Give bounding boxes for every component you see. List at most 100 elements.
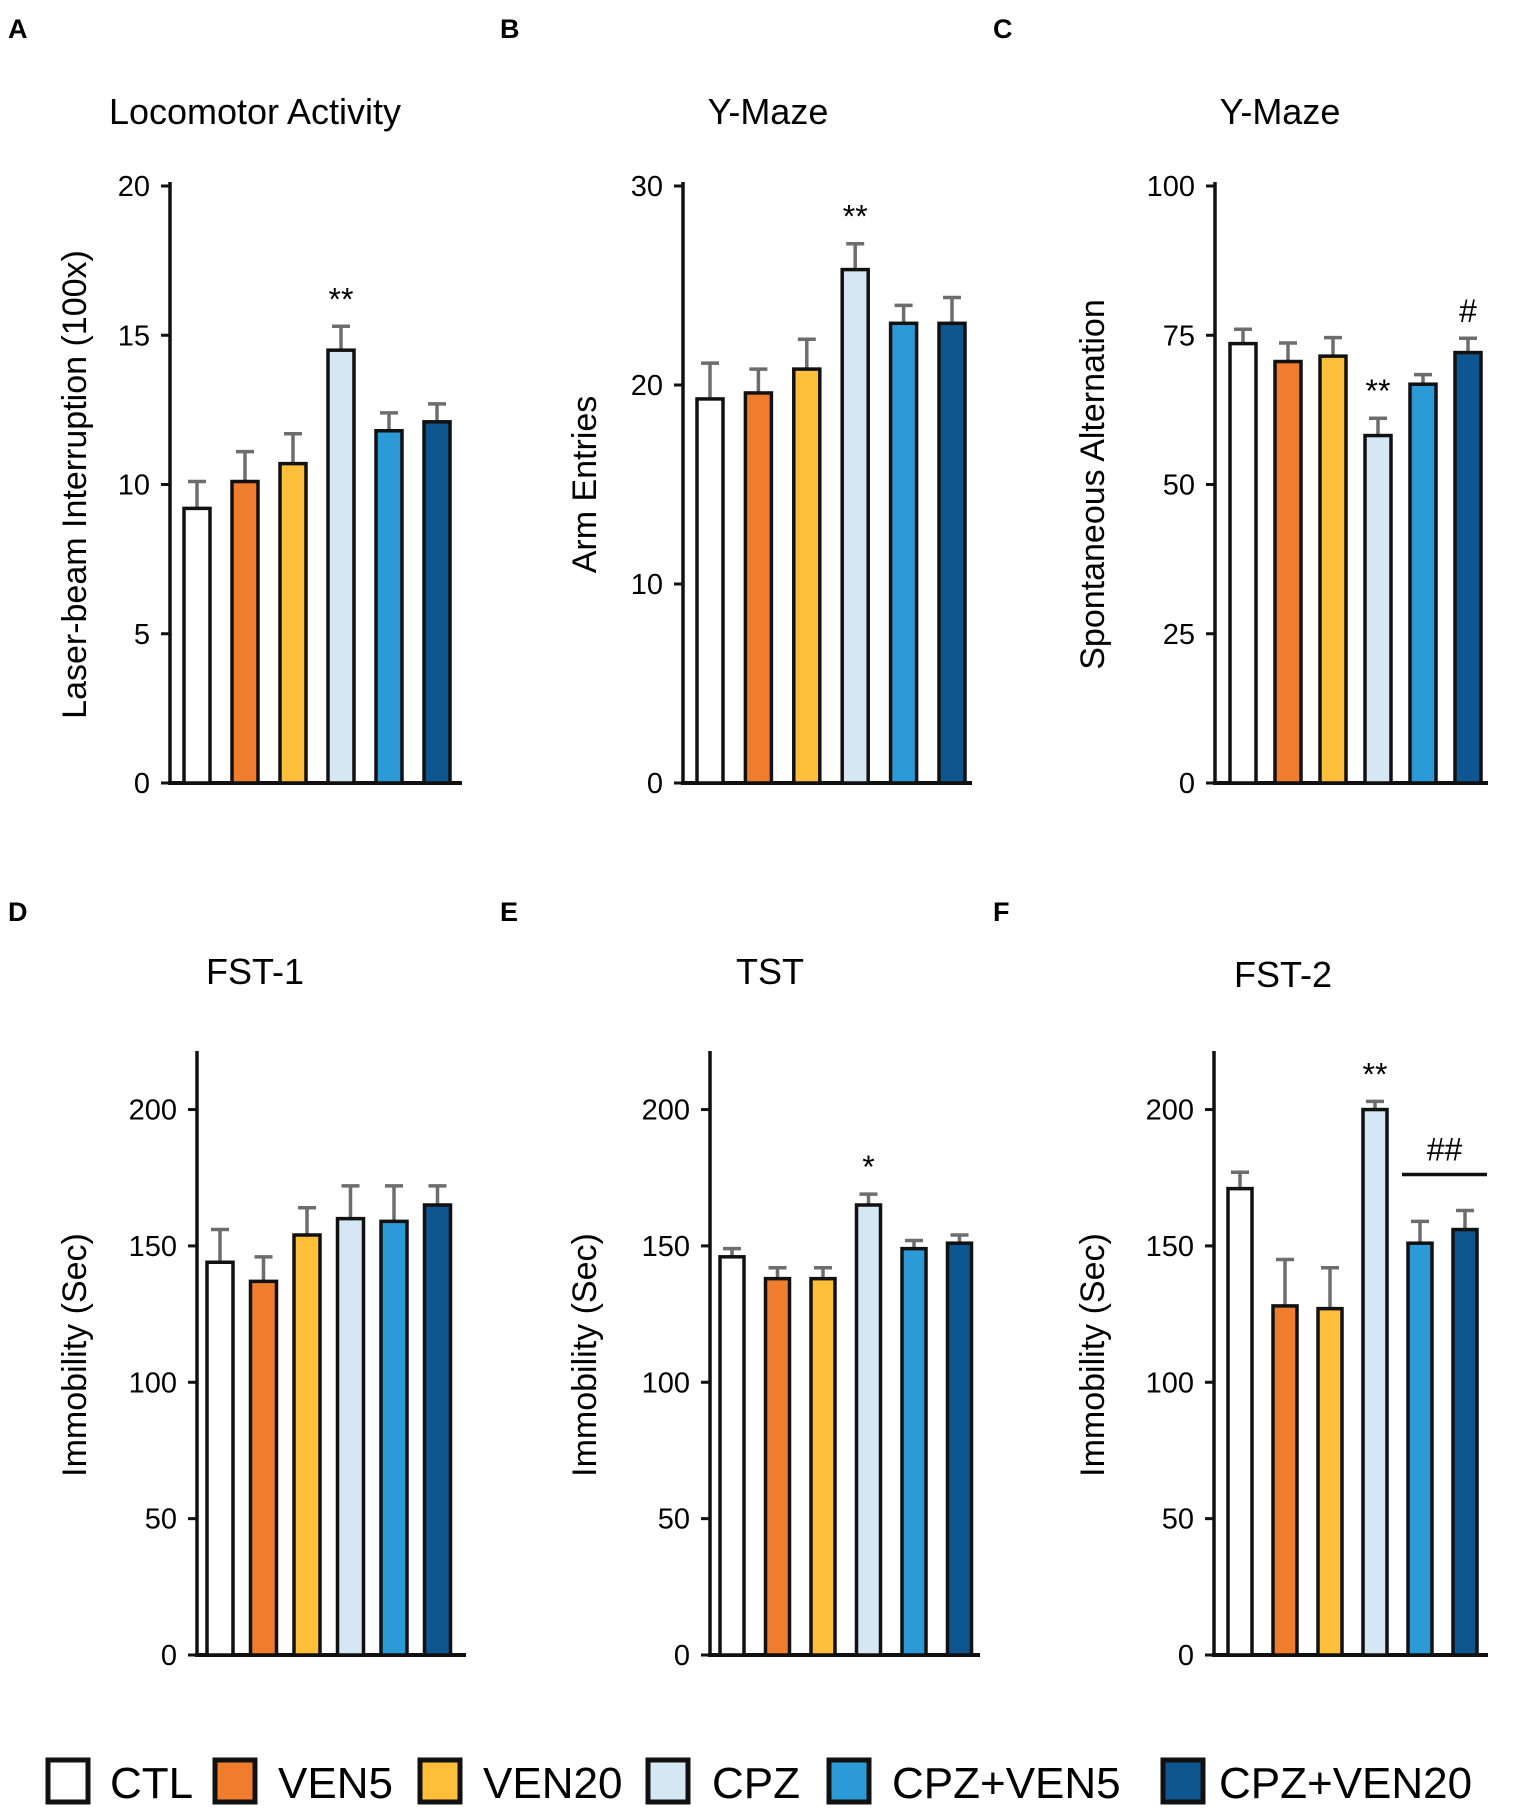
bar-cpz-ven5 [374,429,404,785]
y-tick-label: 5 [134,619,150,651]
bar-ven20 [809,1276,837,1657]
bar-cpz-ven5 [900,1246,928,1657]
bar-cpz [854,1203,883,1657]
bar-cpz [1363,433,1393,785]
legend-item-ven5: VEN5 [212,1757,393,1808]
bar-ctl [1226,1186,1254,1657]
significance-marker: ## [1427,1131,1463,1167]
significance-marker: * [862,1149,874,1185]
legend-item-cpz: CPZ [645,1757,800,1808]
significance-marker: ** [843,199,868,235]
y-tick-label: 150 [129,1231,177,1263]
panel-c: C Y-Maze Spontaneous Alternation 0 25 50 75 100… [993,14,1488,800]
bar-ven20 [1316,1306,1344,1657]
bar-ven5 [230,479,260,785]
significance-marker: # [1459,293,1477,329]
y-tick-label: 150 [642,1231,690,1263]
bar-cpz-ven5 [1406,1241,1434,1657]
y-tick-label: 100 [1147,171,1195,203]
legend-label-ven5: VEN5 [278,1759,393,1808]
chart-title: Y-Maze [1220,91,1341,132]
y-tick-label: 20 [631,370,663,402]
panel-letter: B [500,14,520,44]
y-tick-label: 0 [674,1640,690,1672]
y-tick-label: 200 [642,1095,690,1127]
y-axis-label: Arm Entries [566,396,604,574]
chart-title: FST-1 [206,951,304,992]
y-tick-label: 50 [145,1504,177,1536]
legend-item-ven20: VEN20 [417,1757,622,1808]
y-tick-label: 20 [118,171,150,203]
panel-b: B Y-Maze Arm Entries 0 10 20 30 ** [500,14,972,800]
legend-label-cpz-ven5: CPZ+VEN5 [892,1759,1121,1808]
legend: CTL VEN5 VEN20 CPZ CPZ+VEN5 CPZ+VEN20 [45,1757,1472,1808]
y-axis-label: Immobility (Sec) [566,1233,604,1477]
y-tick-label: 10 [631,569,663,601]
significance-marker: ** [1363,1056,1388,1092]
legend-swatch-cpz-ven20 [1160,1757,1206,1805]
bar-ven5 [743,391,774,785]
legend-item-cpz-ven20: CPZ+VEN20 [1160,1757,1472,1808]
bar-cpz-ven5 [888,321,919,785]
legend-swatch-cpz-ven5 [826,1757,872,1805]
y-tick-label: 200 [129,1095,177,1127]
y-axis-label: Immobility (Sec) [1074,1233,1112,1477]
bar-ctl [695,397,725,785]
bar-cpz-ven20 [422,420,452,785]
y-axis-label: Immobility (Sec) [56,1233,94,1477]
chart-title: TST [736,951,804,992]
legend-label-cpz-ven20: CPZ+VEN20 [1219,1759,1472,1808]
panel-letter: D [8,897,28,927]
panel-letter: C [993,14,1013,44]
legend-swatch-ctl [45,1757,91,1805]
legend-label-ven20: VEN20 [483,1759,622,1808]
y-tick-label: 0 [134,768,150,800]
bar-ctl [182,506,212,785]
bar-cpz [335,1216,366,1657]
y-tick-label: 200 [1146,1095,1194,1127]
bar-ven5 [1271,1304,1299,1657]
y-tick-label: 100 [129,1367,177,1399]
bar-ven20 [278,461,308,785]
y-axis-label: Spontaneous Alternation [1074,299,1112,670]
legend-label-cpz: CPZ [712,1759,800,1808]
bar-cpz-ven20 [1453,350,1483,785]
y-tick-label: 75 [1163,320,1195,352]
bar-ven5 [1273,359,1303,785]
y-tick-label: 25 [1163,619,1195,651]
bar-ven5 [763,1276,792,1657]
bar-cpz-ven5 [379,1219,409,1657]
legend-swatch-ven20 [417,1757,463,1805]
y-tick-label: 10 [118,470,150,502]
panel-a: A Locomotor Activity Laser-beam Interrupti… [8,14,462,800]
y-tick-label: 50 [658,1504,690,1536]
y-tick-label: 30 [631,171,663,203]
chart-title: Locomotor Activity [109,91,401,132]
bar-cpz-ven20 [1451,1227,1479,1657]
y-tick-label: 15 [118,320,150,352]
significance-marker: ** [329,281,354,317]
panel-e: E TST Immobility (Sec) 0 50 100 150 200 * [500,897,980,1672]
y-tick-label: 100 [642,1367,690,1399]
bar-cpz [840,267,870,785]
legend-label-ctl: CTL [110,1759,193,1808]
y-tick-label: 0 [647,768,663,800]
legend-swatch-ven5 [212,1757,258,1805]
bar-ven20 [292,1233,322,1657]
bar-ven20 [792,367,822,785]
bar-cpz-ven20 [945,1241,974,1657]
bar-ven20 [1318,354,1348,785]
bar-cpz-ven5 [1408,382,1438,785]
chart-title: FST-2 [1234,954,1332,995]
bar-ctl [1228,341,1258,785]
y-tick-label: 50 [1162,1504,1194,1536]
y-tick-label: 150 [1146,1231,1194,1263]
panel-d: D FST-1 Immobility (Sec) 0 50 100 150 200 [8,897,466,1672]
bar-cpz-ven20 [422,1203,453,1657]
panel-letter: E [500,897,518,927]
legend-swatch-cpz [645,1757,691,1805]
bar-ctl [718,1255,746,1657]
chart-title: Y-Maze [708,91,829,132]
legend-item-ctl: CTL [45,1757,193,1808]
